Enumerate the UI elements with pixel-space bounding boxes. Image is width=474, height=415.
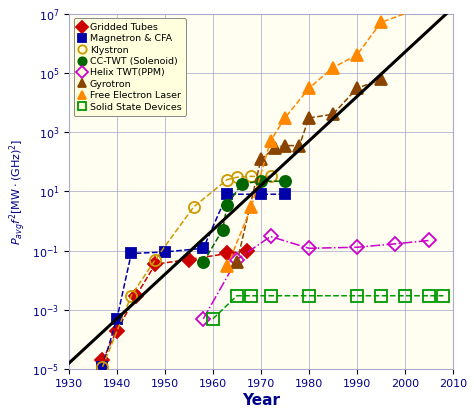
Line: Klystron: Klystron <box>97 171 276 372</box>
Magnetron & CFA <box>258 192 264 197</box>
Free Electron Laser <box>268 139 273 144</box>
Gridded Tubes <box>100 358 105 363</box>
CC-TWT (Solenoid) <box>258 179 264 184</box>
CC-TWT (Solenoid) <box>282 179 288 184</box>
Gridded Tubes <box>153 261 158 266</box>
Solid State Devices <box>234 293 240 298</box>
Y-axis label: $P_{avg}f^2[\rm{MW\cdot(GHz)^2}]$: $P_{avg}f^2[\rm{MW\cdot(GHz)^2}]$ <box>7 138 28 244</box>
Solid State Devices <box>248 293 254 298</box>
Free Electron Laser <box>378 20 384 25</box>
Line: Solid State Devices: Solid State Devices <box>207 290 449 325</box>
Solid State Devices <box>354 293 360 298</box>
Gridded Tubes <box>225 251 230 256</box>
Solid State Devices <box>268 293 273 298</box>
Gyrotron <box>330 112 336 117</box>
Solid State Devices <box>426 293 432 298</box>
Gyrotron <box>354 86 360 91</box>
Gyrotron <box>306 115 312 120</box>
Free Electron Laser <box>306 86 312 91</box>
Line: Free Electron Laser: Free Electron Laser <box>221 0 435 272</box>
Legend: Gridded Tubes, Magnetron & CFA, Klystron, CC-TWT (Solenoid), Helix TWT(PPM), Gyr: Gridded Tubes, Magnetron & CFA, Klystron… <box>73 18 186 116</box>
Gridded Tubes <box>186 257 192 262</box>
Solid State Devices <box>402 293 408 298</box>
Gyrotron <box>234 260 240 265</box>
Magnetron & CFA <box>100 364 105 369</box>
Free Electron Laser <box>354 52 360 57</box>
Solid State Devices <box>306 293 312 298</box>
Klystron <box>191 204 197 209</box>
Magnetron & CFA <box>282 192 288 197</box>
Klystron <box>153 257 158 262</box>
Gyrotron <box>297 143 302 148</box>
Magnetron & CFA <box>201 246 206 251</box>
Line: Gyrotron: Gyrotron <box>231 74 386 268</box>
Solid State Devices <box>440 293 446 298</box>
Free Electron Laser <box>426 2 432 7</box>
Klystron <box>128 293 134 298</box>
Gyrotron <box>378 77 384 82</box>
Helix TWT(PPM) <box>268 234 273 239</box>
Gyrotron <box>273 145 278 150</box>
Helix TWT(PPM) <box>234 257 240 262</box>
Magnetron & CFA <box>128 251 134 256</box>
Line: Gridded Tubes: Gridded Tubes <box>98 246 251 365</box>
Gridded Tubes <box>133 293 139 298</box>
Magnetron & CFA <box>225 192 230 197</box>
Magnetron & CFA <box>114 316 120 321</box>
Gyrotron <box>258 157 264 162</box>
Helix TWT(PPM) <box>306 246 312 251</box>
Helix TWT(PPM) <box>354 245 360 250</box>
Solid State Devices <box>210 316 216 321</box>
Klystron <box>234 175 240 180</box>
Line: Magnetron & CFA: Magnetron & CFA <box>98 189 290 372</box>
Line: Helix TWT(PPM): Helix TWT(PPM) <box>199 232 434 324</box>
Line: CC-TWT (Solenoid): CC-TWT (Solenoid) <box>198 176 291 268</box>
Gyrotron <box>282 143 288 148</box>
Gridded Tubes <box>244 248 249 253</box>
Klystron <box>100 364 105 369</box>
CC-TWT (Solenoid) <box>239 181 245 186</box>
Klystron <box>248 174 254 179</box>
CC-TWT (Solenoid) <box>219 227 225 232</box>
Klystron <box>268 174 273 179</box>
Free Electron Laser <box>330 65 336 70</box>
CC-TWT (Solenoid) <box>201 260 206 265</box>
Free Electron Laser <box>282 115 288 120</box>
Magnetron & CFA <box>162 249 168 254</box>
CC-TWT (Solenoid) <box>225 203 230 208</box>
X-axis label: Year: Year <box>242 393 280 408</box>
Helix TWT(PPM) <box>201 316 206 321</box>
Free Electron Laser <box>225 264 230 269</box>
Klystron <box>225 177 230 182</box>
Free Electron Laser <box>248 204 254 209</box>
Gridded Tubes <box>114 328 120 333</box>
Helix TWT(PPM) <box>392 241 398 246</box>
Helix TWT(PPM) <box>426 238 432 243</box>
Solid State Devices <box>378 293 384 298</box>
